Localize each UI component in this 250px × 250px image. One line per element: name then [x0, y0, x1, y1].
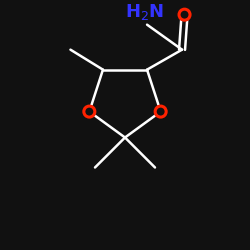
Circle shape	[83, 106, 96, 118]
Circle shape	[154, 106, 167, 118]
Text: H$_2$N: H$_2$N	[125, 2, 164, 22]
Circle shape	[178, 8, 190, 21]
